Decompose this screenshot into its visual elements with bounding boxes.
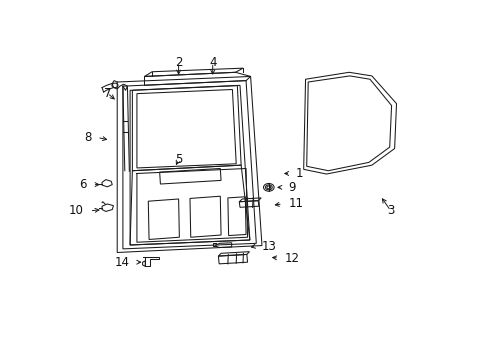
- Text: 13: 13: [262, 240, 276, 253]
- Text: 7: 7: [103, 87, 111, 100]
- Text: 8: 8: [84, 131, 91, 144]
- Text: 6: 6: [79, 178, 87, 191]
- Text: 3: 3: [386, 204, 394, 217]
- Text: 14: 14: [115, 256, 130, 269]
- Text: 4: 4: [208, 56, 216, 69]
- Text: 1: 1: [296, 167, 303, 180]
- Text: 10: 10: [69, 204, 84, 217]
- Text: 5: 5: [175, 153, 182, 166]
- Text: 2: 2: [175, 56, 182, 69]
- Text: 9: 9: [288, 181, 295, 194]
- Text: 11: 11: [288, 198, 303, 211]
- Text: 12: 12: [284, 252, 299, 265]
